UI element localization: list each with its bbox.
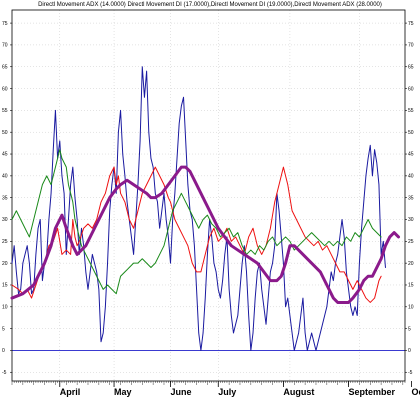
y-tick-label-right: 40 <box>408 174 414 180</box>
y-tick-label-right: 25 <box>408 239 414 245</box>
y-tick-label-right: 10 <box>408 305 414 311</box>
series-line-3 <box>11 149 382 295</box>
y-tick-label-right: 0 <box>408 348 411 354</box>
y-tick-label-right: 30 <box>408 217 414 223</box>
y-tick-label-right: 70 <box>408 43 414 49</box>
axis-layer <box>10 9 412 387</box>
y-tick-label-left: 10 <box>2 305 8 311</box>
y-tick-label-left: 0 <box>2 348 5 354</box>
y-tick-label-left: 70 <box>2 43 8 49</box>
y-tick-label-left: 45 <box>2 152 8 158</box>
y-tick-label-left: 60 <box>2 86 8 92</box>
y-tick-label-left: 25 <box>2 239 8 245</box>
y-tick-label-right: 45 <box>408 152 414 158</box>
y-tick-label-left: 30 <box>2 217 8 223</box>
x-month-label: September <box>349 387 396 397</box>
y-tick-label-right: 15 <box>408 283 414 289</box>
x-month-label: May <box>114 387 132 397</box>
y-tick-label-left: 5 <box>2 326 5 332</box>
series-line-1 <box>11 66 386 351</box>
y-tick-label-left: 75 <box>2 21 8 27</box>
y-tick-label-left: 55 <box>2 108 8 114</box>
y-tick-label-right: 5 <box>408 326 411 332</box>
y-tick-label-left: 40 <box>2 174 8 180</box>
y-tick-label-left: 35 <box>2 195 8 201</box>
chart-title: Directl Movement ADX (14.0000) Directl M… <box>38 2 382 8</box>
x-month-label: July <box>218 387 236 397</box>
y-tick-label-right: 50 <box>408 130 414 136</box>
series-line-2 <box>11 166 382 303</box>
y-tick-label-right: -5 <box>408 370 413 376</box>
series-layer <box>10 66 400 351</box>
x-month-label: April <box>60 387 81 397</box>
x-month-label: Octo <box>412 387 420 397</box>
y-tick-label-left: 50 <box>2 130 8 136</box>
series-line-4 <box>10 165 400 304</box>
x-month-label: August <box>283 387 314 397</box>
y-tick-label-right: 65 <box>408 64 414 70</box>
y-tick-label-right: 35 <box>408 195 414 201</box>
y-tick-label-right: 20 <box>408 261 414 267</box>
y-tick-label-left: 15 <box>2 283 8 289</box>
y-tick-label-right: 60 <box>408 86 414 92</box>
y-tick-label-left: 65 <box>2 64 8 70</box>
y-tick-label-left: 20 <box>2 261 8 267</box>
y-tick-label-right: 55 <box>408 108 414 114</box>
y-tick-label-right: 75 <box>408 21 414 27</box>
x-month-label: June <box>171 387 192 397</box>
y-tick-label-left: -5 <box>2 370 7 376</box>
plot-frame <box>11 9 406 382</box>
